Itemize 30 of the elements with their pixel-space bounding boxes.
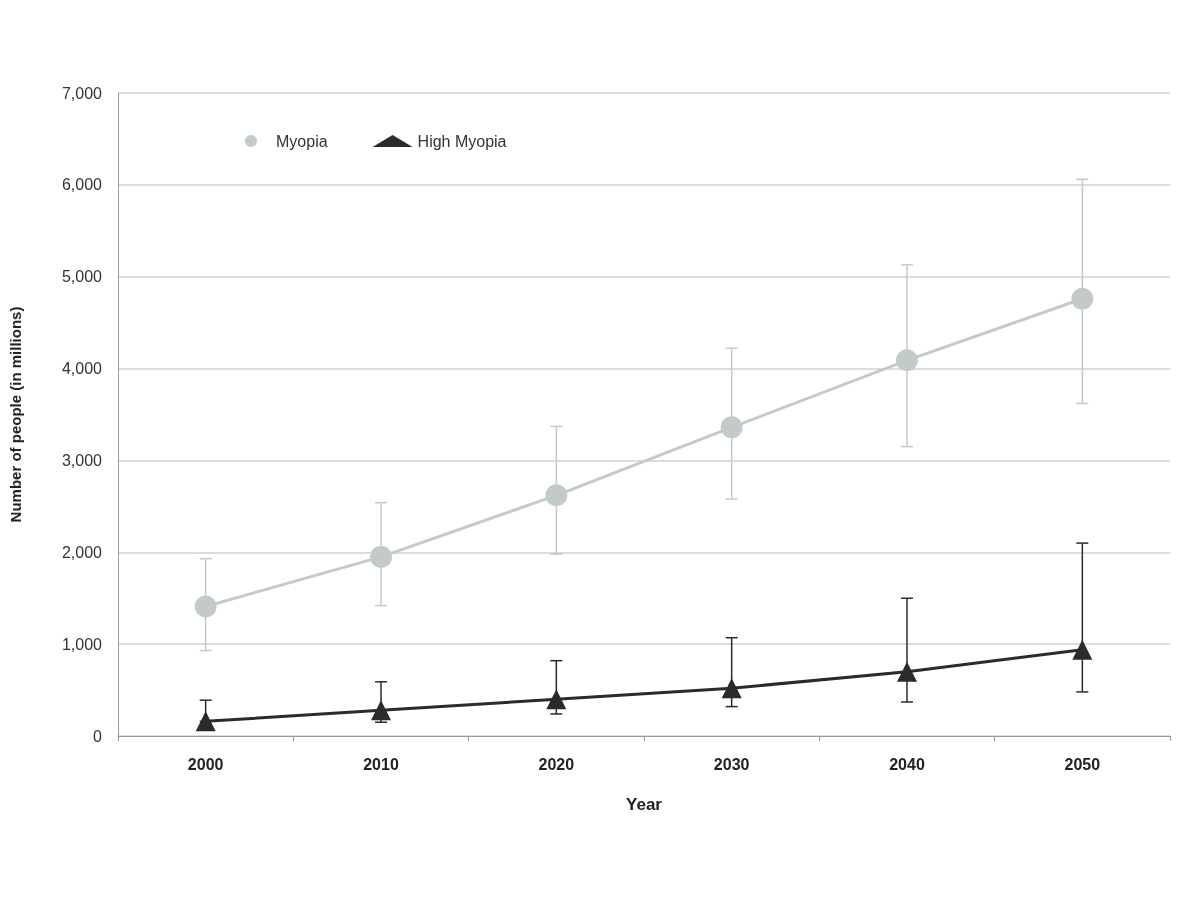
y-tick-label: 4,000	[61, 360, 103, 378]
point	[1071, 287, 1094, 310]
y-tick-label: 0	[93, 727, 103, 745]
point	[721, 678, 742, 699]
y-tick-label: 3,000	[61, 451, 103, 469]
y-tick-label: 6,000	[61, 176, 103, 194]
point	[194, 595, 217, 618]
point	[897, 661, 917, 682]
point	[371, 700, 391, 721]
point	[195, 711, 216, 732]
x-tick-label: 2040	[889, 755, 925, 773]
point	[720, 416, 743, 439]
x-tick-label: 2000	[187, 755, 224, 773]
y-tick-label: 7,000	[61, 84, 103, 102]
y-tick-label: 2,000	[61, 543, 103, 561]
point	[546, 689, 567, 710]
x-tick-label: 2020	[538, 755, 575, 773]
y-tick-label: 1,000	[61, 635, 103, 653]
x-tick-label: 2050	[1064, 755, 1101, 773]
y-axis-title: Number of people (in millions)	[7, 306, 24, 523]
point	[545, 484, 568, 507]
point	[896, 349, 918, 372]
point	[1072, 639, 1093, 660]
point	[370, 545, 392, 568]
y-tick-label: 5,000	[61, 268, 103, 286]
x-tick-label: 2010	[363, 755, 399, 773]
x-tick-label: 2030	[713, 755, 750, 773]
legend-label: High Myopia	[417, 132, 507, 150]
x-axis-title: Year	[626, 795, 663, 814]
legend-label: Myopia	[276, 132, 328, 150]
